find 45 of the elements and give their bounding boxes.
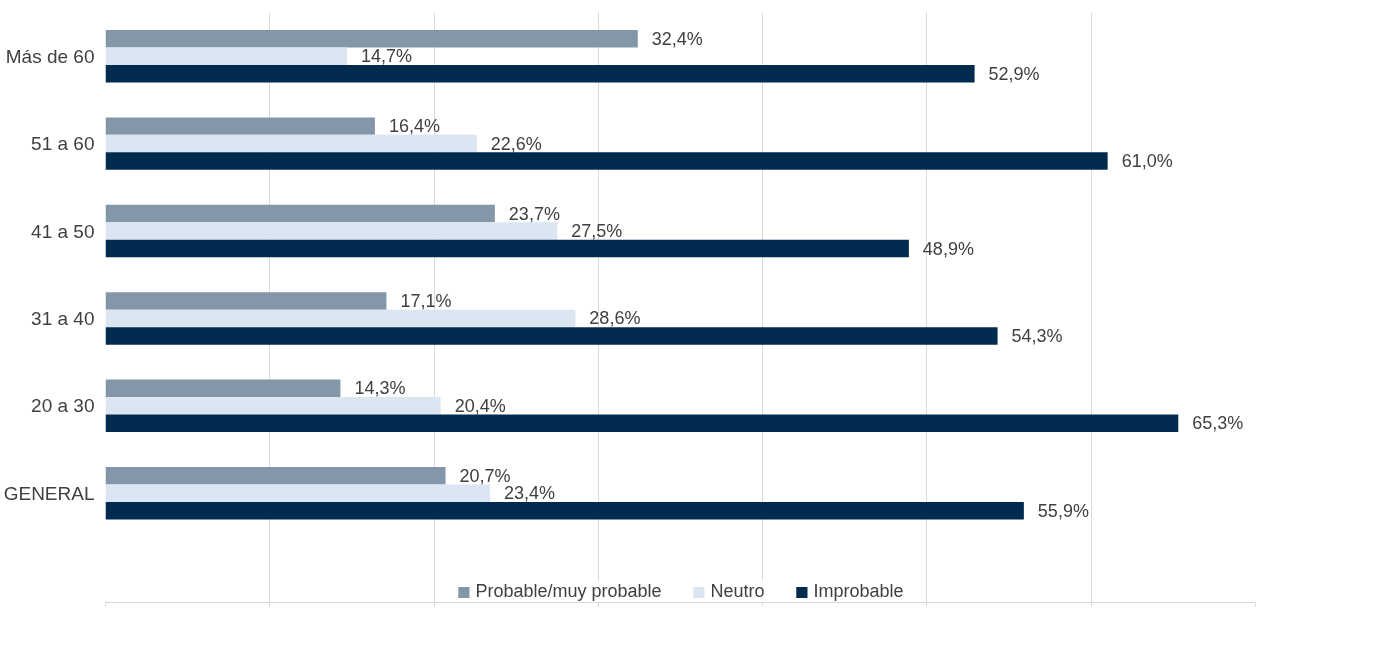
data-label: 22,6% (490, 133, 542, 154)
data-label: 32,4% (651, 28, 703, 49)
data-label: 16,4% (388, 116, 440, 137)
bar (105, 134, 477, 153)
data-label: 55,9% (1037, 500, 1089, 521)
bar (105, 29, 638, 48)
y-tick-label: 51 a 60 (31, 133, 95, 155)
y-tick-label: 31 a 40 (31, 307, 95, 329)
bar (105, 47, 347, 65)
bar (105, 397, 441, 415)
bar (105, 501, 1024, 520)
bar (105, 64, 975, 83)
data-label: 27,5% (571, 221, 623, 242)
data-label: 23,4% (503, 483, 555, 504)
legend-label: Probable/muy probable (475, 581, 662, 602)
bar (105, 292, 387, 310)
bar (105, 239, 909, 258)
data-label: 20,4% (454, 395, 506, 416)
data-label: 17,1% (400, 290, 452, 311)
y-tick-label: GENERAL (3, 482, 95, 504)
y-tick-label: 20 a 30 (31, 395, 95, 417)
bar (105, 379, 341, 398)
data-label: 28,6% (589, 308, 641, 329)
data-label: 61,0% (1121, 151, 1173, 172)
bar (105, 484, 490, 502)
bar (105, 327, 998, 345)
legend-label: Neutro (710, 581, 765, 602)
bar (105, 414, 1179, 433)
bar (105, 222, 558, 240)
y-tick-label: 41 a 50 (31, 220, 95, 242)
data-label: 23,7% (508, 203, 560, 224)
data-label: 48,9% (922, 238, 974, 259)
bar (105, 117, 375, 135)
bar (105, 309, 576, 328)
legend-label: Improbable (813, 581, 904, 602)
data-label: 20,7% (459, 465, 511, 486)
data-label: 14,3% (354, 378, 406, 399)
bar (105, 152, 1108, 170)
bar (105, 467, 446, 485)
data-label: 65,3% (1192, 413, 1244, 434)
y-tick-label: Más de 60 (5, 45, 95, 67)
data-label: 54,3% (1011, 325, 1063, 346)
data-label: 52,9% (988, 63, 1040, 84)
bar (105, 204, 495, 223)
data-label: 14,7% (361, 46, 413, 67)
